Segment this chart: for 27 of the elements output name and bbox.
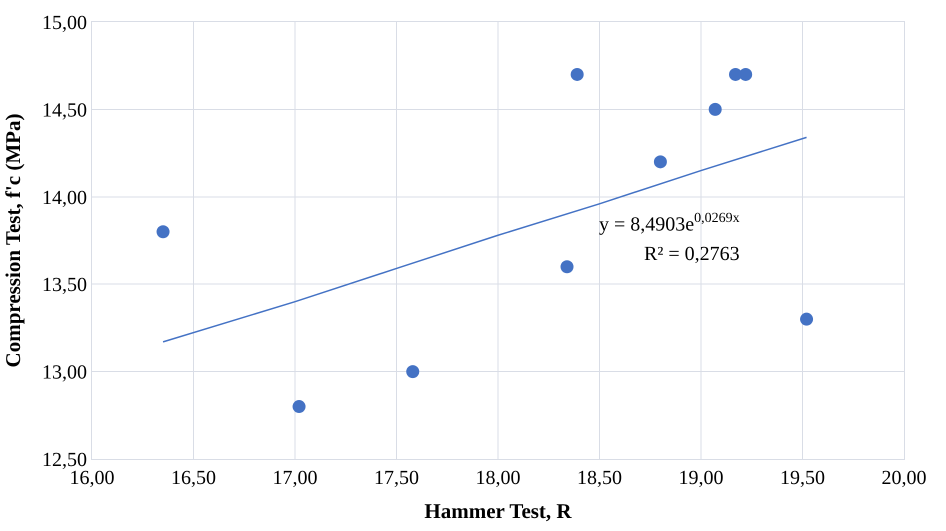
annotation: R² = 0,2763 [644, 243, 740, 265]
y-tick-label: 14,00 [42, 186, 87, 209]
annotation: y = 8,4903e$^{0,0269x}$ [599, 211, 740, 236]
x-axis-title: Hammer Test, R [424, 499, 572, 524]
point [560, 260, 574, 274]
y-axis-title: Compression Test, f'c (MPa) [1, 114, 26, 368]
y-tick-label: 14,50 [42, 99, 87, 122]
x-tick-label: 20,00 [882, 467, 926, 489]
y-tick-label: 13,50 [42, 274, 87, 296]
point [292, 400, 306, 414]
point [708, 102, 722, 116]
x-tick-label: 18,50 [577, 467, 622, 489]
point [800, 312, 814, 326]
point [654, 155, 667, 168]
x-tick-label: 18,00 [476, 467, 520, 489]
point [406, 365, 420, 378]
x-tick-label: 17,00 [272, 467, 318, 489]
y-tick-label: 13,00 [42, 362, 87, 384]
x-tick-label: 17,50 [374, 467, 419, 489]
x-tick-label: 16,50 [171, 467, 216, 489]
x-tick-label: 19,00 [678, 467, 724, 489]
point [739, 68, 752, 81]
line-series [162, 136, 808, 343]
point [156, 225, 170, 238]
y-tick-label: 15,00 [42, 12, 87, 34]
x-tick-label: 19,50 [780, 467, 825, 489]
point [570, 68, 584, 81]
